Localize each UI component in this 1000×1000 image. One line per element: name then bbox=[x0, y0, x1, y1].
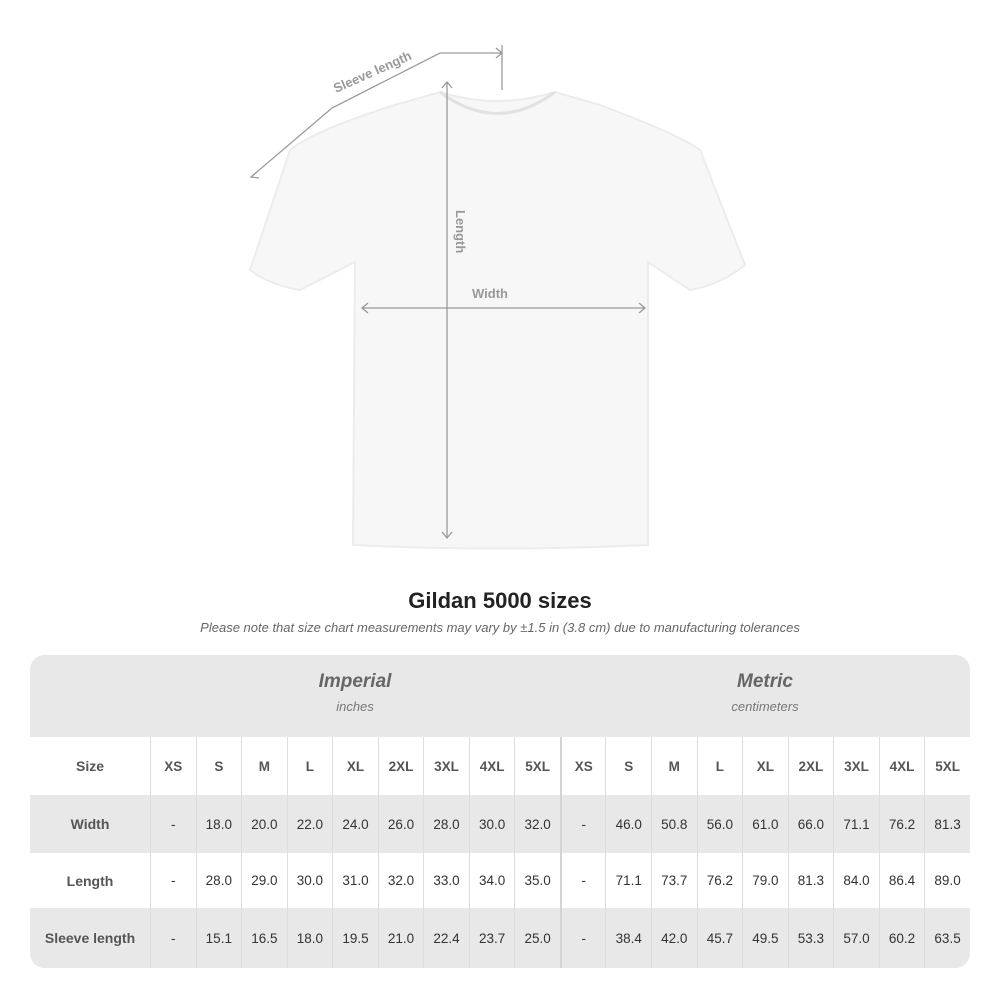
tolerance-note: Please note that size chart measurements… bbox=[200, 620, 800, 635]
table-cell: - bbox=[559, 908, 606, 968]
collar bbox=[439, 90, 556, 115]
table-cell: 79.0 bbox=[742, 853, 788, 908]
table-cell: 33.0 bbox=[423, 853, 469, 908]
table-cell: 34.0 bbox=[468, 853, 515, 908]
table-cell: 73.7 bbox=[651, 853, 697, 908]
table-cell: 81.3 bbox=[924, 795, 970, 853]
table-cell: 18.0 bbox=[195, 795, 242, 853]
table-cell: 32.0 bbox=[514, 795, 560, 853]
size-header-cell: M bbox=[241, 737, 287, 795]
table-cell: 18.0 bbox=[286, 908, 333, 968]
table-cell: 23.7 bbox=[468, 908, 515, 968]
table-cell: 56.0 bbox=[696, 795, 743, 853]
table-row: Width -18.0 20.0 22.0 24.0 26.0 28.0 30.0 32.0-4… bbox=[30, 795, 970, 853]
table-cell: 60.2 bbox=[878, 908, 925, 968]
table-cell: 25.0 bbox=[514, 908, 560, 968]
table-cell: 46.0 bbox=[605, 795, 651, 853]
row-label: Length bbox=[66, 872, 114, 889]
table-cell: - bbox=[150, 908, 196, 968]
table-cell: 24.0 bbox=[332, 795, 378, 853]
table-cell: 66.0 bbox=[787, 795, 834, 853]
table-cell: - bbox=[559, 853, 606, 908]
row-label: Sleeve length bbox=[44, 930, 136, 946]
imperial-heading: Imperial bbox=[318, 671, 392, 692]
chart-title: Gildan 5000 sizes bbox=[408, 588, 592, 613]
table-cell: 50.8 bbox=[651, 795, 697, 853]
table-cell: 31.0 bbox=[332, 853, 378, 908]
tshirt-image bbox=[248, 90, 747, 550]
table-cell: 19.5 bbox=[332, 908, 378, 968]
size-header-cell: 5XL bbox=[924, 737, 970, 795]
table-cell: 22.4 bbox=[423, 908, 469, 968]
size-label: Size bbox=[75, 758, 104, 774]
size-header-cell: M bbox=[651, 737, 697, 795]
table-cell: - bbox=[150, 795, 196, 853]
table-cell: - bbox=[559, 795, 606, 853]
table-cell: 84.0 bbox=[833, 853, 879, 908]
table-cell: 42.0 bbox=[651, 908, 697, 968]
size-header-cell: XS bbox=[559, 737, 606, 795]
size-header-cell: L bbox=[696, 737, 743, 795]
size-header-row: Size XS S M L XL 2XL 3XL 4XL 5XL XS S M L XL 2XL 3XL 4XL… bbox=[30, 737, 970, 795]
metric-heading: Metric bbox=[737, 671, 793, 692]
table-cell: 76.2 bbox=[878, 795, 925, 853]
table-header: Imperial inches Metric centimeters bbox=[30, 655, 970, 737]
size-header-cell: S bbox=[195, 737, 242, 795]
size-header-cell: 3XL bbox=[423, 737, 469, 795]
table-cell: 28.0 bbox=[195, 853, 242, 908]
imperial-group: Imperial inches bbox=[150, 671, 560, 714]
table-cell: 86.4 bbox=[878, 853, 925, 908]
measure-arrows bbox=[249, 45, 647, 540]
table-cell: 16.5 bbox=[241, 908, 287, 968]
table-cell: 21.0 bbox=[377, 908, 424, 968]
table-cell: 38.4 bbox=[605, 908, 651, 968]
table-cell: 20.0 bbox=[241, 795, 287, 853]
table-cell: 45.7 bbox=[696, 908, 743, 968]
width-label: Width bbox=[472, 286, 508, 301]
size-header-cell: 4XL bbox=[878, 737, 925, 795]
metric-group: Metric centimeters bbox=[560, 671, 970, 714]
size-header-cell: XL bbox=[742, 737, 788, 795]
size-header-cell: 4XL bbox=[468, 737, 515, 795]
table-cell: 89.0 bbox=[924, 853, 970, 908]
table-cell: 57.0 bbox=[833, 908, 879, 968]
table-cell: 30.0 bbox=[286, 853, 333, 908]
size-header-cell: XL bbox=[332, 737, 378, 795]
size-header-cell: 2XL bbox=[377, 737, 424, 795]
size-header-cell: S bbox=[605, 737, 651, 795]
table-cell: 15.1 bbox=[195, 908, 242, 968]
table-cell: 49.5 bbox=[742, 908, 788, 968]
size-header-cell: 3XL bbox=[833, 737, 879, 795]
table-cell: 71.1 bbox=[833, 795, 879, 853]
sleeve-length-label: Sleeve length bbox=[331, 48, 414, 96]
table-cell: 28.0 bbox=[423, 795, 469, 853]
table-cell: 76.2 bbox=[696, 853, 743, 908]
table-row: Sleeve length -15.1 16.5 18.0 19.5 21.0 22.4 23… bbox=[30, 908, 970, 968]
table-cell: - bbox=[150, 853, 196, 908]
size-header-cell: 2XL bbox=[787, 737, 834, 795]
size-header-cell: XS bbox=[150, 737, 196, 795]
table-cell: 30.0 bbox=[468, 795, 515, 853]
imperial-unit: inches bbox=[336, 699, 374, 714]
table-cell: 32.0 bbox=[377, 853, 424, 908]
table-cell: 61.0 bbox=[742, 795, 788, 853]
table-cell: 81.3 bbox=[787, 853, 834, 908]
table-cell: 22.0 bbox=[286, 795, 333, 853]
table-cell: 71.1 bbox=[605, 853, 651, 908]
size-table: Imperial inches Metric centimeters Size … bbox=[30, 655, 970, 968]
table-cell: 35.0 bbox=[514, 853, 560, 908]
table-cell: 53.3 bbox=[787, 908, 834, 968]
table-cell: 26.0 bbox=[377, 795, 424, 853]
table-cell: 63.5 bbox=[924, 908, 970, 968]
tshirt-diagram: Sleeve length Length Width bbox=[248, 45, 747, 550]
table-cell: 29.0 bbox=[241, 853, 287, 908]
size-header-cell: L bbox=[286, 737, 333, 795]
length-label: Length bbox=[453, 210, 468, 253]
metric-unit: centimeters bbox=[731, 699, 799, 714]
size-header-cell: 5XL bbox=[514, 737, 560, 795]
row-label: Width bbox=[70, 816, 110, 832]
table-row: Length -28.0 29.0 30.0 31.0 32.0 33.0 34.0 35.0-… bbox=[30, 853, 970, 908]
